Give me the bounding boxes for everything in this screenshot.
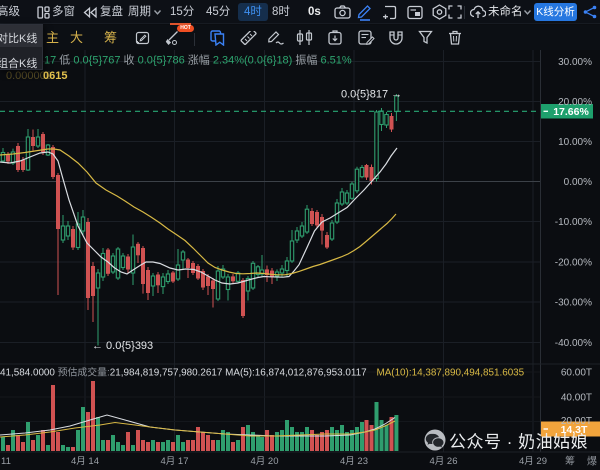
svg-text:-30.00%: -30.00% [555,298,592,309]
svg-text:17.66%: 17.66% [553,106,589,118]
svg-text:0.00%: 0.00% [564,177,592,188]
svg-text:14.3T: 14.3T [561,424,588,436]
svg-text:40.00T: 40.00T [561,393,592,404]
svg-text:4月 14: 4月 14 [71,456,99,467]
svg-text:筹: 筹 [565,455,575,468]
svg-text:11: 11 [1,456,11,467]
svg-text:41,584.0000 预估成交量:21,984,819,7: 41,584.0000 预估成交量:21,984,819,757,980.261… [0,366,525,379]
svg-text:10.00%: 10.00% [558,137,592,148]
svg-text:30.00%: 30.00% [558,57,592,68]
svg-text:0.0{5}817 →: 0.0{5}817 → [341,89,402,101]
svg-text:4月 26: 4月 26 [430,456,458,467]
svg-text:17 低 0.0{5}767 收 0.0{5}786 涨幅: 17 低 0.0{5}767 收 0.0{5}786 涨幅 2.34%(0.0{… [44,53,352,67]
svg-text:0615: 0615 [43,70,67,82]
svg-text:公众号 · 奶油姑娘: 公众号 · 奶油姑娘 [449,433,588,452]
svg-text:爆: 爆 [587,456,597,468]
svg-text:60.00T: 60.00T [561,368,592,379]
svg-text:4月 17: 4月 17 [161,456,189,467]
svg-text:4月 29: 4月 29 [519,456,547,467]
svg-text:20.00T: 20.00T [561,416,592,427]
svg-text:4月 20: 4月 20 [251,456,279,467]
svg-text:← 0.0{5}393: ← 0.0{5}393 [92,340,153,352]
svg-text:0.000000: 0.000000 [6,70,52,82]
svg-text:20.00%: 20.00% [558,97,592,108]
svg-text:-40.00%: -40.00% [555,338,592,349]
svg-text:4月 23: 4月 23 [340,456,368,467]
svg-text:-10.00%: -10.00% [555,217,592,228]
svg-text:-20.00%: -20.00% [555,258,592,269]
